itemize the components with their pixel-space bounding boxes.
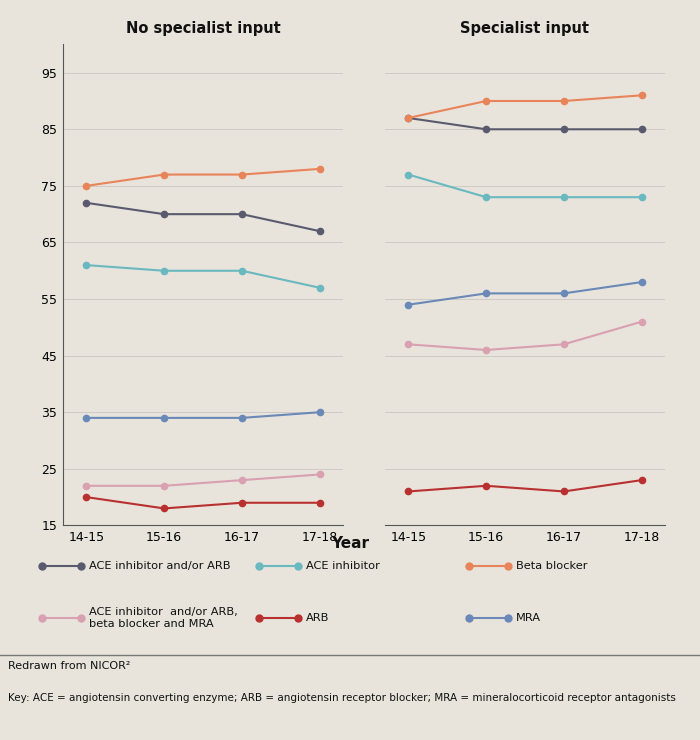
Text: ACE inhibitor: ACE inhibitor <box>306 561 380 571</box>
Text: ACE inhibitor and/or ARB: ACE inhibitor and/or ARB <box>89 561 230 571</box>
Text: MRA: MRA <box>516 613 541 623</box>
Text: Year: Year <box>331 536 369 551</box>
Text: Key: ACE = angiotensin converting enzyme; ARB = angiotensin receptor blocker; MR: Key: ACE = angiotensin converting enzyme… <box>8 693 676 704</box>
Text: Beta blocker: Beta blocker <box>516 561 587 571</box>
Title: No specialist input: No specialist input <box>125 21 281 36</box>
Text: Redrawn from NICOR²: Redrawn from NICOR² <box>8 661 131 671</box>
Text: ACE inhibitor  and/or ARB,
beta blocker and MRA: ACE inhibitor and/or ARB, beta blocker a… <box>89 607 238 629</box>
Text: ARB: ARB <box>306 613 329 623</box>
Title: Specialist input: Specialist input <box>461 21 589 36</box>
